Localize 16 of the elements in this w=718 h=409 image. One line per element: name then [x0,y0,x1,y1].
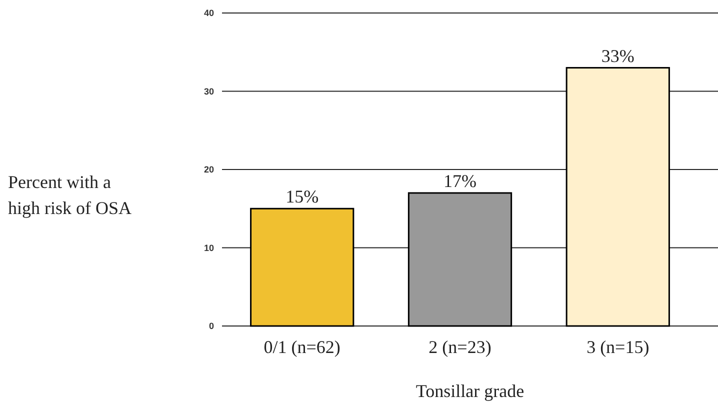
y-axis-title: Percent with a high risk of OSA [8,172,132,218]
bar [408,192,512,327]
bar [566,67,670,327]
x-tick-label: 3 (n=15) [586,337,650,357]
bar [250,208,354,327]
data-label: 33% [601,46,634,66]
x-axis-title: Tonsillar grade [416,381,524,401]
x-tick-label: 0/1 (n=62) [264,337,340,357]
y-tick-label: 20 [204,164,214,175]
data-label: 17% [444,170,476,191]
data-label: 15% [286,186,319,207]
y-tick-label: 40 [204,8,214,18]
x-tick-label: 2 (n=23) [428,337,492,357]
y-tick-label: 10 [204,242,214,253]
y-tick-label: 30 [204,86,214,96]
y-tick-label: 0 [208,321,214,332]
